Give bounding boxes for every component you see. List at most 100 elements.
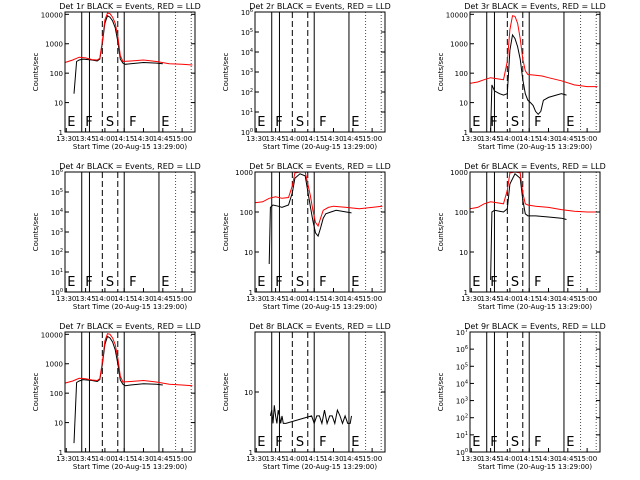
region-label: F (534, 275, 541, 290)
panel-title: Det 1r BLACK = Events, RED = LLD (59, 2, 201, 11)
x-tick-label: 14:15 (304, 455, 324, 463)
region-label: F (319, 435, 326, 450)
y-tick-label: 101 (456, 431, 468, 440)
y-tick-label: 102 (456, 414, 468, 423)
region-label: E (161, 115, 169, 130)
region-label: E (67, 275, 75, 290)
y-tick-label: 104 (456, 379, 468, 388)
y-tick-label: 102 (51, 248, 63, 257)
y-tick-label: 10 (54, 420, 63, 428)
y-axis-label: Counts/sec (437, 53, 445, 92)
x-tick-label: 14:45 (343, 295, 363, 303)
plot-frame (469, 171, 601, 293)
x-tick-label: 14:45 (343, 455, 363, 463)
y-tick-label: 1000 (235, 169, 253, 177)
x-tick-label: 13:45 (481, 295, 501, 303)
x-tick-label: 14:15 (304, 135, 324, 143)
region-label: E (67, 115, 75, 130)
x-tick-label: 14:30 (133, 455, 153, 463)
region-label: E (257, 435, 265, 450)
region-label: E (566, 275, 574, 290)
series-events-line (490, 33, 567, 133)
x-tick-label: 14:00 (285, 295, 305, 303)
x-axis-label: Start Time (20-Aug-15 13:29:00) (263, 463, 377, 471)
region-label: F (534, 435, 541, 450)
x-tick-label: 13:45 (76, 135, 96, 143)
series-events-line (73, 335, 163, 444)
plot-frame (469, 11, 601, 133)
x-tick-label: 15:00 (172, 135, 192, 143)
y-axis-label: Counts/sec (222, 53, 230, 92)
y-axis-label: Counts/sec (32, 373, 40, 412)
x-axis-label: Start Time (20-Aug-15 13:29:00) (478, 463, 592, 471)
y-tick-label: 103 (241, 68, 253, 77)
x-tick-label: 14:45 (153, 455, 173, 463)
y-tick-label: 100 (455, 70, 468, 78)
x-tick-label: 14:45 (558, 135, 578, 143)
region-label: F (275, 275, 282, 290)
x-tick-label: 14:00 (500, 135, 520, 143)
panel-title: Det 7r BLACK = Events, RED = LLD (59, 322, 201, 331)
y-tick-label: 1000 (450, 169, 468, 177)
series-events-line (490, 173, 567, 281)
x-axis-label: Start Time (20-Aug-15 13:29:00) (478, 303, 592, 311)
x-tick-label: 13:45 (481, 135, 501, 143)
plot-frame (64, 11, 196, 133)
x-tick-label: 14:30 (538, 135, 558, 143)
x-tick-label: 15:00 (577, 135, 597, 143)
x-tick-label: 14:15 (519, 135, 539, 143)
x-axis-label: Start Time (20-Aug-15 13:29:00) (478, 143, 592, 151)
y-tick-label: 1 (464, 289, 468, 297)
x-tick-label: 14:45 (153, 135, 173, 143)
y-tick-label: 104 (51, 208, 63, 217)
series-lld-line (254, 171, 383, 227)
x-tick-label: 14:30 (323, 135, 343, 143)
x-tick-label: 15:00 (362, 295, 382, 303)
y-tick-label: 1 (59, 129, 63, 137)
x-tick-label: 15:00 (362, 455, 382, 463)
region-label: F (490, 435, 497, 450)
y-tick-label: 10 (459, 249, 468, 257)
region-label: E (351, 275, 359, 290)
region-label: E (257, 115, 265, 130)
x-tick-label: 13:30 (246, 295, 266, 303)
series-events-line (269, 405, 352, 426)
x-tick-label: 13:30 (56, 295, 76, 303)
region-label: F (319, 115, 326, 130)
x-tick-label: 15:00 (172, 295, 192, 303)
region-label: F (85, 275, 92, 290)
series-lld-line (64, 333, 193, 387)
x-tick-label: 14:30 (133, 135, 153, 143)
x-tick-label: 14:15 (114, 135, 134, 143)
x-axis-label: Start Time (20-Aug-15 13:29:00) (73, 463, 187, 471)
y-tick-label: 105 (241, 28, 253, 37)
region-label: E (472, 275, 480, 290)
region-label: F (129, 115, 136, 130)
x-tick-label: 13:30 (461, 135, 481, 143)
x-tick-label: 15:00 (577, 295, 597, 303)
x-tick-label: 14:00 (285, 135, 305, 143)
region-label: F (319, 275, 326, 290)
x-tick-label: 13:45 (76, 295, 96, 303)
x-tick-label: 13:30 (56, 455, 76, 463)
x-tick-label: 14:00 (500, 295, 520, 303)
y-tick-label: 100 (455, 209, 468, 217)
x-tick-label: 13:30 (56, 135, 76, 143)
x-tick-label: 14:30 (133, 295, 153, 303)
det-panel-7: Det 7r BLACK = Events, RED = LLD 1 10 100 10… (32, 322, 201, 471)
x-tick-label: 14:15 (114, 295, 134, 303)
plot-frame (64, 331, 196, 453)
region-label: S (106, 115, 114, 130)
y-tick-label: 105 (456, 362, 468, 371)
x-tick-label: 14:45 (343, 135, 363, 143)
x-tick-label: 14:00 (95, 455, 115, 463)
region-label: E (566, 435, 574, 450)
region-label: E (566, 115, 574, 130)
region-label: F (275, 435, 282, 450)
x-tick-label: 14:30 (323, 455, 343, 463)
y-tick-label: 10000 (446, 11, 468, 19)
x-tick-label: 15:00 (362, 135, 382, 143)
